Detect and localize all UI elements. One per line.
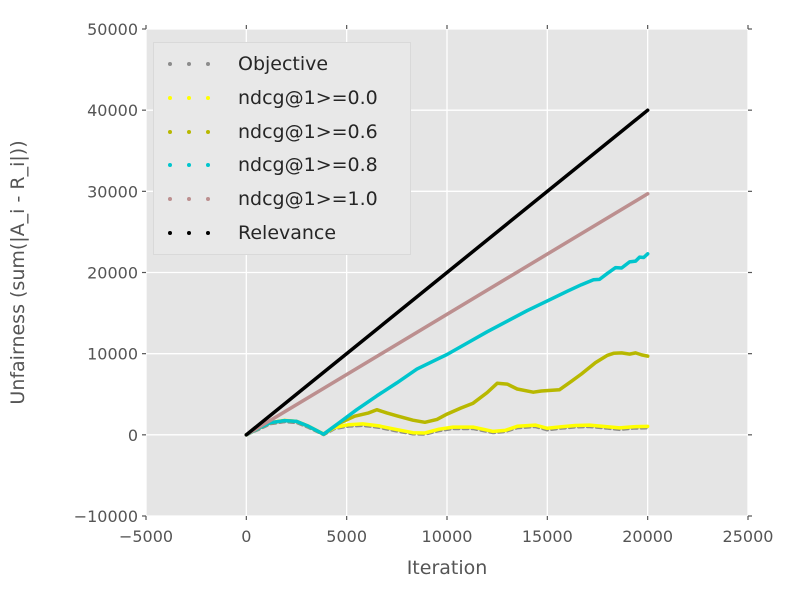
legend: Objective ndcg@1>=0.0 ndcg@1>=0.6 ndcg@1>=0… — [153, 42, 411, 255]
x-tick-label: −5000 — [119, 527, 173, 546]
series-line-4 — [244, 192, 650, 437]
legend-dotted-line-marker — [168, 231, 216, 236]
legend-dotted-line-marker — [168, 95, 216, 100]
x-tick-label: 10000 — [422, 527, 473, 546]
x-tick-label: 15000 — [522, 527, 573, 546]
x-axis-label: Iteration — [407, 557, 488, 579]
legend-label: ndcg@1>=0.6 — [238, 120, 378, 143]
legend-item: ndcg@1>=0.8 — [154, 149, 410, 182]
legend-item: ndcg@1>=1.0 — [154, 183, 410, 216]
legend-item: Relevance — [154, 217, 410, 250]
legend-label: ndcg@1>=0.8 — [238, 154, 378, 177]
legend-dotted-line-marker — [168, 61, 216, 66]
y-axis-label: Unfairness (sum(|A_i - R_i|)) — [7, 140, 29, 404]
x-tick-label: 25000 — [723, 527, 774, 546]
y-tick-label: 40000 — [87, 101, 138, 120]
x-tick-label: 0 — [241, 527, 251, 546]
y-tick-label: 30000 — [87, 182, 138, 201]
y-tick-label: 10000 — [87, 345, 138, 364]
y-tick-label: −10000 — [74, 507, 138, 526]
legend-label: ndcg@1>=0.0 — [238, 86, 378, 109]
legend-dotted-line-marker — [168, 163, 216, 168]
x-tick-label: 20000 — [622, 527, 673, 546]
y-tick-label: 20000 — [87, 264, 138, 283]
legend-item: Objective — [154, 47, 410, 80]
x-tick-label: 5000 — [326, 527, 367, 546]
series-line-3 — [244, 252, 650, 437]
legend-label: ndcg@1>=1.0 — [238, 188, 378, 211]
legend-item: ndcg@1>=0.0 — [154, 81, 410, 114]
y-tick-label: 50000 — [87, 20, 138, 39]
legend-label: Objective — [238, 52, 329, 75]
legend-label: Relevance — [238, 222, 337, 245]
legend-item: ndcg@1>=0.6 — [154, 115, 410, 148]
y-tick-label: 0 — [128, 426, 138, 445]
legend-dotted-line-marker — [168, 197, 216, 202]
series-line-5 — [244, 108, 650, 437]
legend-dotted-line-marker — [168, 129, 216, 134]
